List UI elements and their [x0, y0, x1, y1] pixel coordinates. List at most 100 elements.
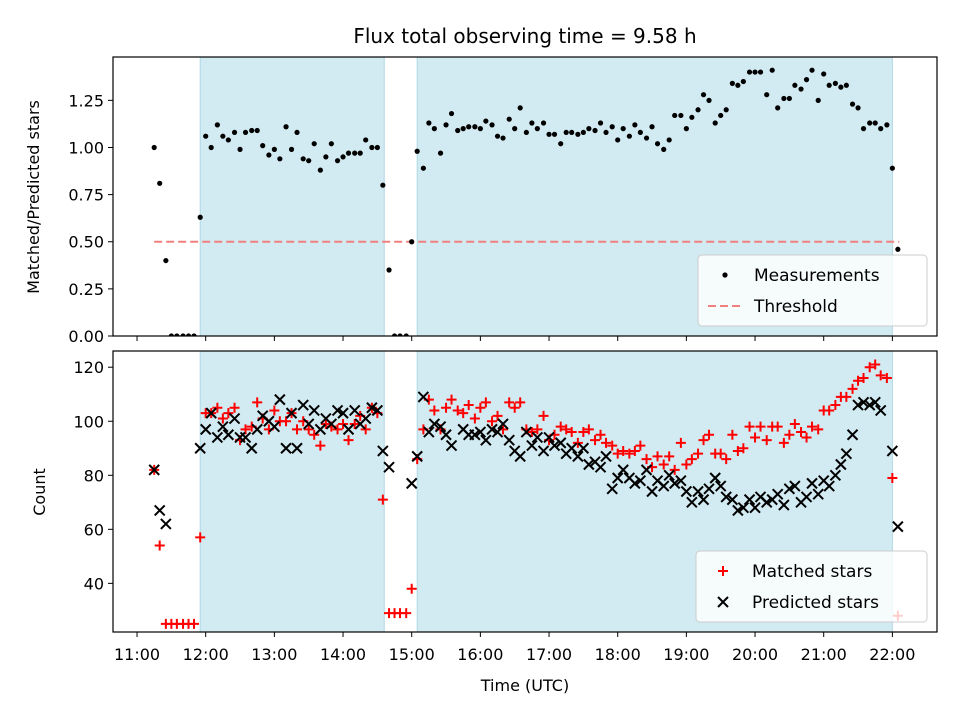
measurement-point [683, 126, 689, 132]
matched-stars-point [864, 362, 875, 373]
measurement-point [391, 333, 398, 336]
measurement-point [654, 141, 661, 147]
predicted-stars-point [697, 493, 710, 506]
x-tick-label: 15:00 [389, 645, 435, 664]
measurement-point [220, 133, 226, 139]
predicted-stars-point [153, 504, 166, 517]
matched-stars-point [292, 424, 303, 435]
predicted-stars-point [812, 488, 824, 500]
predicted-stars-point [737, 502, 750, 514]
matched-stars-point [526, 427, 537, 438]
matched-stars-point [538, 410, 549, 421]
predicted-stars-point [732, 504, 744, 517]
predicted-stars-point [874, 404, 887, 417]
matched-stars-point [189, 618, 200, 629]
measurement-point [752, 69, 758, 75]
matched-stars-point [492, 410, 503, 421]
measurement-point [666, 137, 672, 143]
predicted-stars-point [857, 396, 870, 409]
predicted-stars-point [280, 442, 292, 454]
predicted-stars-point [572, 450, 584, 463]
matched-stars-point [590, 435, 601, 446]
measurement-point [626, 133, 632, 139]
matched-stars-point [652, 451, 663, 462]
measurement-point [151, 144, 157, 151]
measurement-point [534, 126, 540, 132]
matched-stars-point [475, 402, 486, 413]
legend-measurements-marker [722, 272, 728, 278]
measurement-point [586, 126, 592, 132]
predicted-stars-point [714, 480, 727, 492]
predicted-stars-point [199, 423, 212, 436]
measurement-point [306, 158, 312, 164]
matched-stars-point [698, 435, 709, 446]
matched-stars-point [281, 416, 292, 427]
matched-stars-point [240, 424, 251, 435]
measurement-point [843, 82, 849, 88]
measurement-point [551, 131, 558, 137]
matched-stars-point [796, 427, 807, 438]
predicted-stars-point [680, 485, 693, 498]
measurement-point [815, 97, 821, 103]
matched-stars-point [515, 397, 526, 408]
measurement-point [157, 180, 163, 186]
predicted-stars-point [314, 423, 327, 436]
predicted-stars-point [703, 483, 715, 495]
predicted-stars-point [771, 488, 784, 500]
matched-stars-point [315, 440, 326, 451]
predicted-stars-point [160, 518, 172, 530]
predicted-stars-point [366, 402, 378, 414]
bottom-y-axis-label: Count [30, 468, 49, 516]
measurement-point [323, 154, 329, 160]
predicted-stars-point [469, 429, 481, 441]
predicted-stars-point [709, 472, 721, 484]
measurement-point [512, 126, 518, 132]
measurement-point [483, 118, 489, 124]
matched-stars-point [332, 424, 343, 435]
matched-stars-point [784, 429, 795, 440]
measurement-point [254, 127, 260, 134]
predicted-stars-point [503, 434, 515, 446]
bottom-series-predicted-stars [148, 391, 904, 533]
measurement-point [523, 129, 529, 136]
measurement-point [735, 82, 741, 88]
predicted-stars-point [577, 442, 590, 454]
matched-stars-point [343, 435, 354, 446]
measurement-point [540, 120, 547, 126]
measurement-point [357, 150, 363, 156]
measurement-point [214, 122, 220, 128]
predicted-stars-point [445, 439, 458, 452]
top-series-measurements [151, 67, 901, 336]
matched-stars-point [217, 413, 228, 424]
x-tick-label: 20:00 [732, 645, 778, 664]
measurement-point [494, 133, 501, 139]
measurement-point [718, 112, 724, 119]
matched-stars-point [452, 405, 463, 416]
predicted-stars-point [325, 418, 338, 430]
matched-stars-point [750, 432, 761, 443]
matched-stars-point [853, 375, 864, 386]
legend-predicted-stars-marker [717, 596, 729, 608]
predicted-stars-point [205, 407, 217, 419]
bottom-plot-area [148, 351, 904, 632]
x-tick-label: 14:00 [320, 645, 366, 664]
predicted-stars-point [852, 399, 864, 411]
legend-entry-threshold: Threshold [753, 297, 838, 317]
predicted-stars-point [789, 480, 801, 492]
top-legend: Measurements Threshold [697, 254, 928, 327]
predicted-stars-point [634, 474, 647, 487]
predicted-stars-point [377, 445, 389, 457]
matched-stars-point [349, 418, 360, 429]
predicted-stars-point [783, 483, 796, 495]
matched-stars-point [212, 402, 223, 413]
matched-stars-point [555, 421, 566, 432]
predicted-stars-point [835, 458, 847, 471]
matched-stars-point [847, 383, 858, 394]
measurement-point [649, 124, 655, 130]
measurement-point [420, 165, 426, 171]
measurement-point [317, 167, 323, 173]
measurement-point [792, 82, 798, 88]
bottom-y-tick-label: 80 [84, 466, 104, 485]
measurement-point [803, 77, 810, 83]
matched-stars-point [875, 370, 886, 381]
